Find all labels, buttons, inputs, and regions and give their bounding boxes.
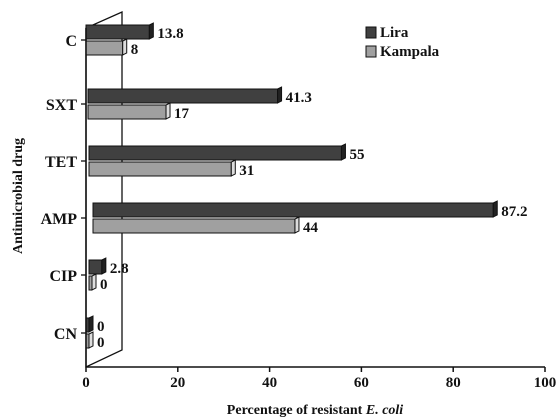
bar-face	[85, 24, 150, 40]
bar-side	[340, 143, 346, 161]
bar-lira-c	[85, 22, 154, 40]
y-tick-label-cip: CIP	[49, 268, 77, 285]
data-label-kampala-tet: 31	[239, 163, 254, 179]
x-axis-title: Percentage of resistant E. coli	[227, 403, 404, 418]
data-label-lira-sxt: 41.3	[286, 90, 312, 106]
chart-frame	[85, 10, 123, 369]
data-label-lira-tet: 55	[349, 147, 364, 163]
legend: Lira Kampala	[365, 25, 440, 60]
bar-side	[91, 273, 97, 291]
bar-kampala-c	[85, 38, 128, 56]
y-axis: C SXT TET AMP CIP CN	[41, 28, 87, 367]
data-label-kampala-sxt: 17	[174, 106, 190, 122]
bar-side	[148, 22, 154, 40]
y-tick-label-c: C	[65, 33, 77, 50]
bar-face	[88, 259, 103, 275]
y-tick-label-tet: TET	[45, 154, 77, 171]
bar-lira-tet	[88, 143, 346, 161]
data-label-kampala-c: 8	[131, 42, 139, 58]
bar-side	[88, 331, 94, 349]
bar-side	[492, 200, 498, 218]
bar-lira-cip	[88, 257, 107, 275]
bar-side	[230, 159, 236, 177]
back-wall	[85, 10, 123, 369]
y-axis-title: Antimicrobial drug	[11, 138, 26, 254]
bar-kampala-tet	[88, 159, 236, 177]
legend-item-kampala: Kampala	[365, 44, 440, 60]
x-tick-label: 80	[446, 375, 461, 391]
legend-label: Kampala	[380, 44, 440, 60]
bar-lira-sxt	[87, 86, 283, 104]
bar-face	[92, 218, 296, 234]
x-axis-title-text: Percentage of resistant	[227, 403, 366, 418]
bar-lira-amp	[92, 200, 498, 218]
bar-face	[87, 88, 279, 104]
bar-lira-cn	[85, 315, 94, 333]
bars	[85, 22, 498, 349]
bar-side	[277, 86, 283, 104]
data-label-lira-c: 13.8	[157, 26, 183, 42]
x-tick-label: 40	[262, 375, 277, 391]
y-tick-label-sxt: SXT	[46, 97, 77, 114]
data-label-lira-amp: 87.2	[501, 204, 527, 220]
y-tick-label-amp: AMP	[41, 211, 78, 228]
data-label-kampala-cn: 0	[97, 335, 105, 351]
bar-side	[88, 315, 94, 333]
bar-face	[92, 202, 494, 218]
bar-face	[85, 40, 124, 56]
legend-item-lira: Lira	[365, 25, 409, 41]
x-tick-label: 60	[354, 375, 369, 391]
bar-face	[88, 145, 342, 161]
legend-swatch	[365, 26, 377, 39]
data-label-kampala-cip: 0	[100, 277, 108, 293]
bar-side	[101, 257, 107, 275]
x-axis-title-italic: E. coli	[365, 403, 403, 418]
bar-kampala-cip	[88, 273, 97, 291]
data-label-lira-cn: 0	[97, 319, 105, 335]
data-label-kampala-amp: 44	[303, 220, 319, 236]
data-label-lira-cip: 2.8	[110, 261, 129, 277]
legend-label: Lira	[380, 25, 409, 41]
bar-kampala-sxt	[87, 102, 171, 120]
bar-kampala-cn	[85, 331, 94, 349]
bar-face	[87, 104, 167, 120]
y-tick-label-cn: CN	[54, 326, 78, 343]
x-tick-label: 0	[82, 375, 90, 391]
legend-swatch	[365, 45, 377, 58]
bar-side	[122, 38, 128, 56]
x-tick-label: 20	[170, 375, 185, 391]
bar-side	[165, 102, 171, 120]
x-axis: 0 20 40 60 80 100	[82, 366, 557, 391]
bar-kampala-amp	[92, 216, 300, 234]
bar-face	[88, 161, 232, 177]
bar-side	[294, 216, 300, 234]
x-tick-label: 100	[534, 375, 557, 391]
